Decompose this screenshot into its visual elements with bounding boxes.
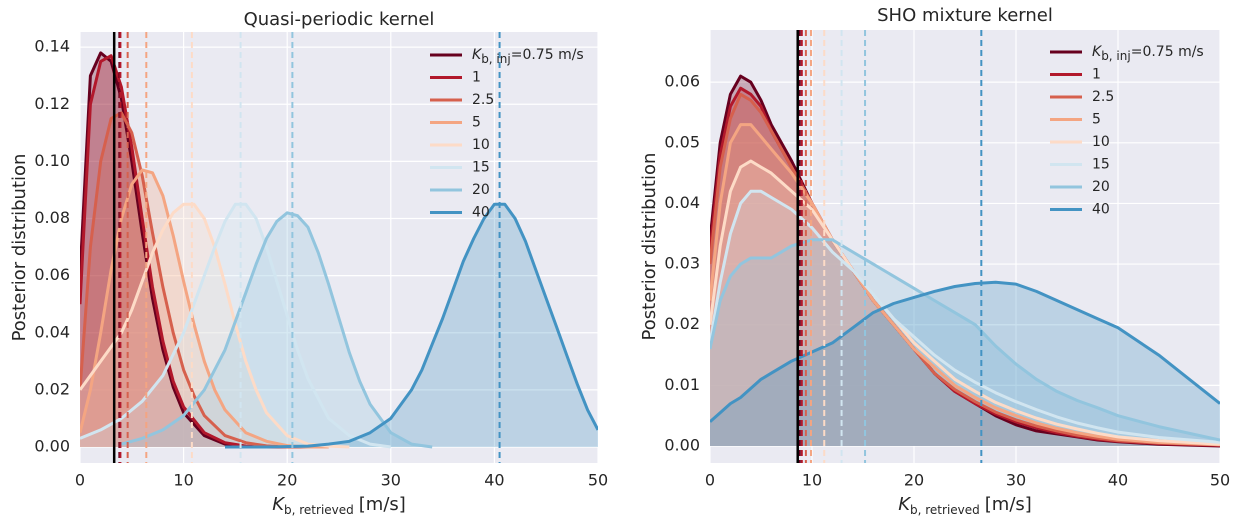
y-tick-label: 0.12 [34, 94, 70, 113]
legend-label: 2.5 [1092, 89, 1114, 105]
legend-symbol: K [1092, 44, 1103, 60]
density-line [710, 159, 1220, 446]
x-tick-label: 10 [173, 471, 193, 490]
x-tick-label: 40 [1108, 471, 1128, 490]
y-tick-label: 0.04 [664, 193, 700, 212]
x-label-unit: [m/s] [985, 494, 1032, 515]
x-label-subscript: b, retrieved [910, 503, 980, 517]
density-line [80, 168, 329, 449]
y-tick-label: 0.04 [34, 322, 70, 341]
x-tick-label: 10 [802, 471, 822, 490]
legend-label: 20 [1092, 179, 1110, 195]
area [80, 52, 308, 448]
x-tick-label: 50 [1210, 471, 1230, 490]
x-label-symbol: K [898, 494, 911, 515]
y-tick-label: 0.00 [664, 436, 700, 455]
density-line [710, 123, 1220, 447]
x-tick-label: 20 [904, 471, 924, 490]
x-tick-label: 20 [277, 471, 297, 490]
x-label-unit: [m/s] [359, 494, 406, 515]
density-line [225, 202, 598, 449]
plot-area [710, 30, 1220, 463]
legend-label: Kb, inj=0.75 m/s [472, 47, 584, 66]
area [710, 88, 1220, 447]
x-tick-label: 0 [705, 471, 715, 490]
area [710, 124, 1220, 447]
area [80, 112, 329, 448]
x-axis-label: Kb, retrieved [m/s] [272, 494, 406, 517]
y-tick-label: 0.00 [34, 437, 70, 456]
area [710, 76, 1220, 447]
legend-label: 10 [472, 137, 490, 153]
legend-label: 1 [1092, 67, 1101, 83]
legend-label: Kb, inj=0.75 m/s [1092, 44, 1204, 63]
y-tick-label: 0.10 [34, 151, 70, 170]
x-tick-label: 30 [381, 471, 401, 490]
area [80, 55, 308, 448]
legend-label: 1 [472, 70, 481, 86]
legend-suffix: =0.75 m/s [511, 47, 584, 63]
area [710, 161, 1220, 447]
legend-suffix: =0.75 m/s [1131, 44, 1204, 60]
x-label-subscript: b, retrieved [284, 503, 354, 517]
y-tick-label: 0.05 [664, 132, 700, 151]
density-line [710, 238, 1220, 442]
x-axis-label: Kb, retrieved [m/s] [898, 494, 1032, 517]
y-tick-label: 0.06 [664, 72, 700, 91]
legend-label: 10 [1092, 134, 1110, 150]
area [710, 239, 1220, 447]
legend-label: 15 [1092, 157, 1110, 173]
density-line [710, 280, 1220, 423]
legend-label: 40 [1092, 202, 1110, 218]
legend-label: 5 [1092, 112, 1101, 128]
legend-label: 20 [472, 182, 490, 198]
area [710, 191, 1220, 447]
y-tick-label: 0.02 [34, 379, 70, 398]
y-tick-label: 0.01 [664, 375, 700, 394]
y-tick-label: 0.14 [34, 37, 70, 56]
y-tick-label: 0.03 [664, 254, 700, 273]
density-line [710, 189, 1220, 444]
legend-label: 2.5 [472, 92, 494, 108]
x-tick-label: 30 [1006, 471, 1026, 490]
area [225, 204, 598, 448]
x-tick-label: 0 [75, 471, 85, 490]
y-tick-label: 0.06 [34, 265, 70, 284]
chart-title: SHO mixture kernel [877, 5, 1053, 26]
legend-label: 15 [472, 160, 490, 176]
area [710, 94, 1220, 447]
legend-subscript: b, inj [481, 52, 511, 66]
area [80, 204, 350, 448]
legend-label: 5 [472, 115, 481, 131]
area [121, 212, 433, 448]
legend-subscript: b, inj [1101, 49, 1131, 63]
x-tick-label: 50 [588, 471, 608, 490]
legend-symbol: K [472, 47, 483, 63]
density-line [80, 202, 350, 449]
density-line [121, 211, 433, 449]
y-tick-label: 0.08 [34, 208, 70, 227]
y-tick-label: 0.02 [664, 314, 700, 333]
x-label-symbol: K [272, 494, 285, 515]
chart-title: Quasi-periodic kernel [244, 9, 435, 30]
plot-area [80, 32, 598, 463]
y-axis-label: Posterior distribution [9, 154, 30, 342]
x-tick-label: 40 [484, 471, 504, 490]
y-axis-label: Posterior distribution [639, 153, 660, 341]
legend-label: 40 [472, 205, 490, 221]
